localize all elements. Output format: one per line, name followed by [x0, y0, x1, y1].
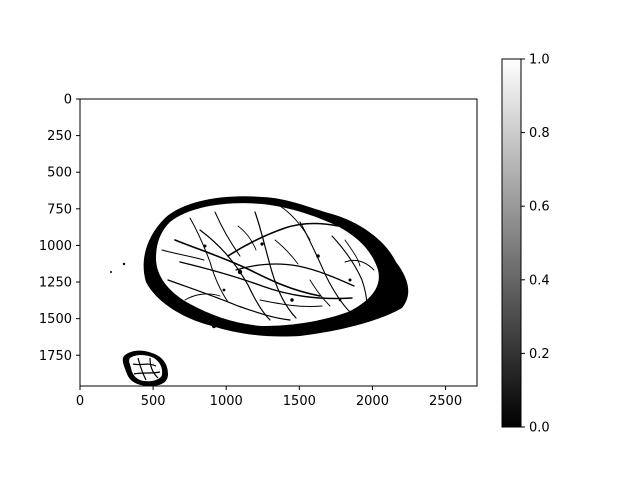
small-specimen-network	[132, 357, 161, 381]
y-axis: 0 250 500 750 1000 1250 1500 1750	[39, 93, 80, 364]
y-tick-label: 250	[47, 129, 72, 144]
trabecular-network	[161, 205, 375, 321]
y-tick-label: 1000	[39, 239, 72, 254]
colorbar-tick-label: 0.2	[529, 347, 550, 362]
binary-image	[110, 196, 409, 386]
x-tick-label: 0	[76, 394, 84, 409]
small-specimen-interior	[129, 355, 163, 382]
y-tick-label: 500	[47, 166, 72, 181]
x-tick-label: 1000	[210, 394, 243, 409]
y-tick-label: 750	[47, 202, 72, 217]
y-tick-label: 1250	[39, 276, 72, 291]
x-tick-label: 2000	[356, 394, 389, 409]
colorbar-tick-label: 0.8	[529, 126, 550, 141]
x-axis: 0 500 1000 1500 2000 2500	[76, 386, 462, 409]
y-tick-label: 0	[64, 93, 72, 108]
x-tick-label: 2500	[429, 394, 462, 409]
y-tick-label: 1750	[39, 349, 72, 364]
colorbar-axis: 0.0 0.2 0.4 0.6 0.8 1.0	[521, 53, 550, 436]
colorbar-tick-label: 0.4	[529, 273, 550, 288]
x-tick-label: 1500	[283, 394, 316, 409]
y-tick-label: 1500	[39, 312, 72, 327]
colorbar	[501, 58, 522, 428]
colorbar-tick-label: 1.0	[529, 53, 550, 68]
colorbar-tick-label: 0.6	[529, 200, 550, 215]
colorbar-tick-label: 0.0	[529, 421, 550, 436]
colorbar-frame	[501, 58, 522, 428]
x-tick-label: 500	[141, 394, 166, 409]
speckles	[110, 242, 352, 329]
plot-frame	[79, 98, 478, 387]
image-plot	[79, 98, 478, 387]
colorbar-gradient	[502, 59, 521, 427]
